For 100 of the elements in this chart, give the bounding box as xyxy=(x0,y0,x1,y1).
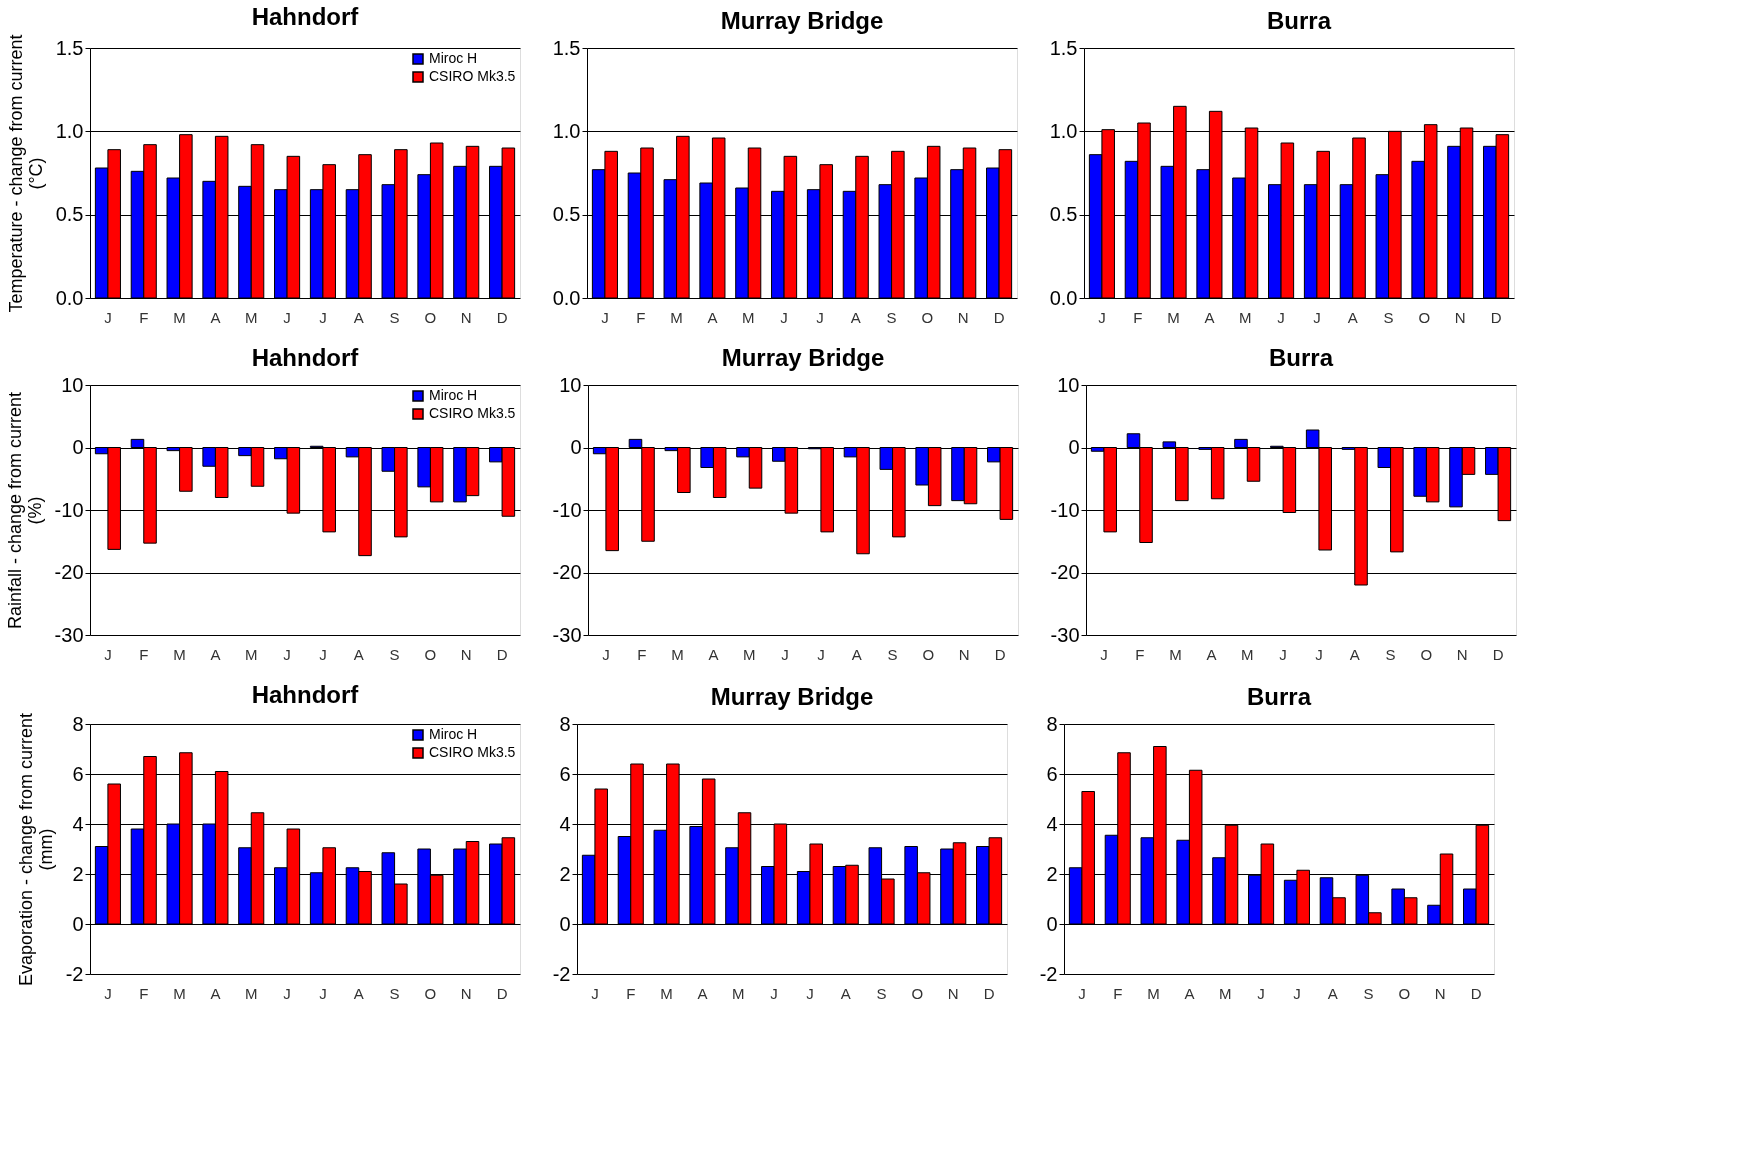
x-tick-label: A xyxy=(1347,308,1358,326)
x-tick-label: J xyxy=(816,308,824,326)
x-tick-label: M xyxy=(670,308,683,326)
y-tick-label: -30 xyxy=(552,623,582,646)
x-tick-label: O xyxy=(922,645,935,663)
x-tick-label: S xyxy=(1385,645,1396,663)
y-tick-label: 1.0 xyxy=(55,119,84,142)
x-tick-label: O xyxy=(1398,984,1411,1002)
x-tick-label: N xyxy=(947,984,959,1002)
y-tick-label: 4 xyxy=(72,812,84,835)
x-tick-label: F xyxy=(1133,308,1143,326)
y-tick-label: -20 xyxy=(552,561,582,583)
y-tick-label: 10 xyxy=(61,373,84,396)
y-tick-label: -20 xyxy=(1050,561,1080,583)
chart-title: Burra xyxy=(1246,683,1312,710)
x-tick-label: D xyxy=(1470,984,1482,1002)
x-tick-label: N xyxy=(460,645,472,663)
x-tick-label: J xyxy=(104,645,112,663)
y-tick-label: 0.5 xyxy=(552,203,581,226)
x-tick-label: M xyxy=(1169,645,1182,663)
y-tick-label: 0 xyxy=(559,912,571,935)
x-tick-label: M xyxy=(1167,308,1180,326)
y-axis-title: Temperature - change from current (°C) xyxy=(5,34,46,313)
x-tick-label: S xyxy=(389,645,400,663)
y-tick-label: 4 xyxy=(1046,812,1058,835)
x-tick-label: M xyxy=(660,984,673,1002)
y-tick-label: 6 xyxy=(1046,762,1058,785)
y-tick-label: 1.5 xyxy=(55,36,84,59)
x-tick-label: J xyxy=(283,308,291,326)
x-tick-label: F xyxy=(139,645,149,663)
y-tick-label: 0 xyxy=(570,436,582,458)
x-tick-label: S xyxy=(876,984,887,1002)
y-tick-label: 2 xyxy=(559,862,571,885)
x-tick-label: M xyxy=(1239,308,1252,326)
x-tick-label: A xyxy=(850,308,861,326)
x-tick-label: A xyxy=(353,308,364,326)
x-tick-label: A xyxy=(1327,984,1338,1002)
x-tick-label: J xyxy=(770,984,778,1002)
legend-label: CSIRO Mk3.5 xyxy=(429,68,516,84)
x-tick-label: J xyxy=(1313,308,1321,326)
y-tick-label: 8 xyxy=(1046,712,1058,735)
x-tick-label: F xyxy=(636,308,646,326)
x-tick-label: N xyxy=(957,308,969,326)
x-tick-label: N xyxy=(1454,308,1466,326)
y-tick-label: 0 xyxy=(1046,912,1058,935)
y-tick-label: -30 xyxy=(1050,623,1080,646)
x-tick-label: M xyxy=(245,308,258,326)
x-tick-label: N xyxy=(460,984,472,1002)
y-tick-label: -30 xyxy=(54,623,84,646)
x-tick-label: M xyxy=(245,984,258,1002)
x-tick-label: J xyxy=(104,984,112,1002)
x-tick-label: A xyxy=(708,645,719,663)
x-tick-label: A xyxy=(1204,308,1215,326)
x-tick-label: A xyxy=(840,984,851,1002)
x-tick-label: A xyxy=(851,645,862,663)
x-tick-label: D xyxy=(1490,308,1502,326)
x-tick-label: F xyxy=(139,984,149,1002)
x-tick-label: A xyxy=(210,308,221,326)
x-tick-label: A xyxy=(707,308,718,326)
y-tick-label: -10 xyxy=(54,498,84,521)
x-tick-label: S xyxy=(886,308,897,326)
chart-title: Murray Bridge xyxy=(710,683,874,710)
x-tick-label: J xyxy=(1315,645,1323,663)
y-tick-label: 0 xyxy=(72,436,84,458)
y-tick-label: 0.5 xyxy=(1049,203,1078,226)
x-tick-label: J xyxy=(1277,308,1285,326)
legend-label: Miroc H xyxy=(429,387,478,403)
x-tick-label: J xyxy=(1279,645,1287,663)
chart-title: Burra xyxy=(1266,7,1332,34)
y-tick-label: 0.0 xyxy=(55,286,84,309)
x-tick-label: J xyxy=(319,645,327,663)
y-axis-title: Rainfall - change from current (%) xyxy=(4,391,45,630)
x-tick-label: S xyxy=(1363,984,1374,1002)
x-tick-label: M xyxy=(671,645,684,663)
x-tick-label: N xyxy=(1456,645,1468,663)
x-tick-label: A xyxy=(1349,645,1360,663)
y-tick-label: -2 xyxy=(65,962,84,985)
y-tick-label: 10 xyxy=(1057,373,1080,396)
x-tick-label: O xyxy=(424,645,437,663)
x-tick-label: A xyxy=(210,984,221,1002)
chart-title: Hahndorf xyxy=(251,344,360,371)
x-tick-label: O xyxy=(1418,308,1431,326)
x-tick-label: D xyxy=(993,308,1005,326)
y-tick-label: -10 xyxy=(1050,498,1080,521)
y-tick-label: -2 xyxy=(1039,962,1058,985)
y-tick-label: 8 xyxy=(559,712,571,735)
x-tick-label: M xyxy=(743,645,756,663)
x-tick-label: O xyxy=(921,308,934,326)
x-tick-label: A xyxy=(1184,984,1195,1002)
legend-label: CSIRO Mk3.5 xyxy=(429,405,516,421)
x-tick-label: M xyxy=(173,308,186,326)
x-tick-label: J xyxy=(319,984,327,1002)
x-tick-label: J xyxy=(591,984,599,1002)
x-tick-label: O xyxy=(1420,645,1433,663)
y-tick-label: 2 xyxy=(72,862,84,885)
y-tick-label: 2 xyxy=(1046,862,1058,885)
x-tick-label: J xyxy=(1293,984,1301,1002)
x-tick-label: A xyxy=(210,645,221,663)
x-tick-label: J xyxy=(601,308,609,326)
x-tick-label: D xyxy=(983,984,995,1002)
